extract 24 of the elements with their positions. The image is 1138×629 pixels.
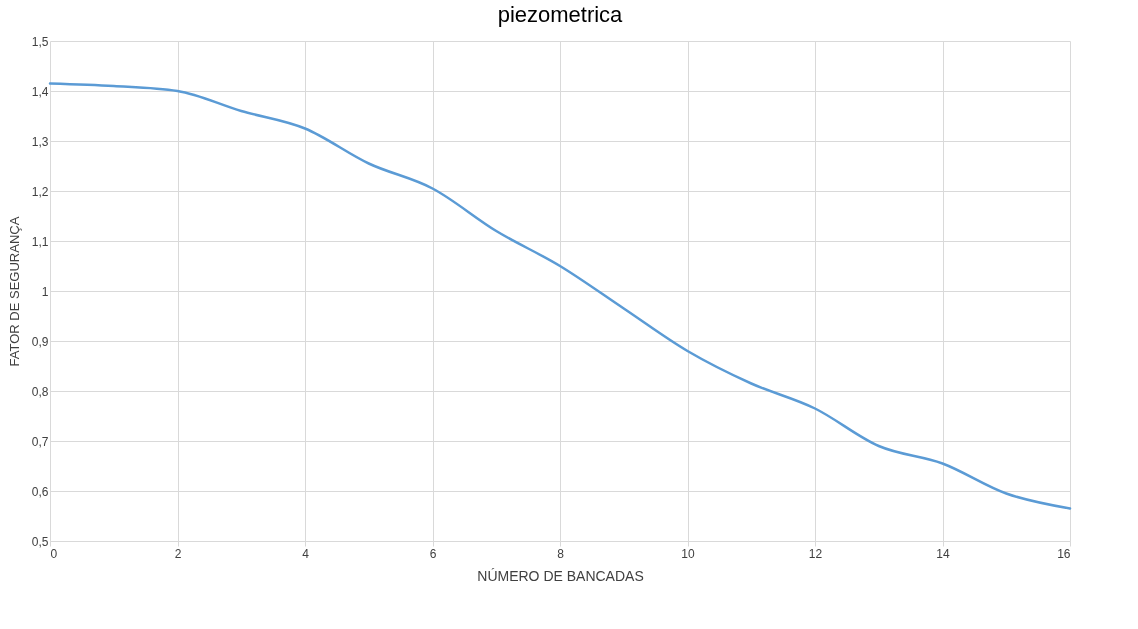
x-tick-label: 2 xyxy=(174,546,182,561)
x-axis-title: NÚMERO DE BANCADAS xyxy=(477,567,644,584)
y-tick-label: 1,2 xyxy=(31,184,49,199)
y-tick-label: 0,6 xyxy=(31,484,49,499)
y-tick-label: 1,4 xyxy=(31,84,49,99)
y-tick-label: 1,3 xyxy=(31,134,49,149)
y-tick-label: 1,1 xyxy=(31,234,49,249)
x-tick-label: 0 xyxy=(50,546,58,561)
x-tick-label: 16 xyxy=(1057,546,1071,561)
x-tick-label: 14 xyxy=(936,546,950,561)
y-tick-label: 0,5 xyxy=(31,534,49,549)
chart-title: piezometrica xyxy=(497,2,624,27)
y-tick-label: 0,7 xyxy=(31,434,49,449)
x-tick-label: 6 xyxy=(429,546,437,561)
y-tick-label: 0,9 xyxy=(31,334,49,349)
x-tick-label: 4 xyxy=(302,546,310,561)
x-tick-label: 10 xyxy=(681,546,695,561)
line-series xyxy=(48,82,1072,510)
x-tick-label: 12 xyxy=(808,546,823,561)
y-axis-title: FATOR DE SEGURANÇA xyxy=(6,216,22,367)
y-tick-label: 1,5 xyxy=(31,34,49,49)
x-tick-label: 8 xyxy=(557,546,565,561)
y-tick-label: 1 xyxy=(41,284,49,299)
y-tick-label: 0,8 xyxy=(31,384,49,399)
